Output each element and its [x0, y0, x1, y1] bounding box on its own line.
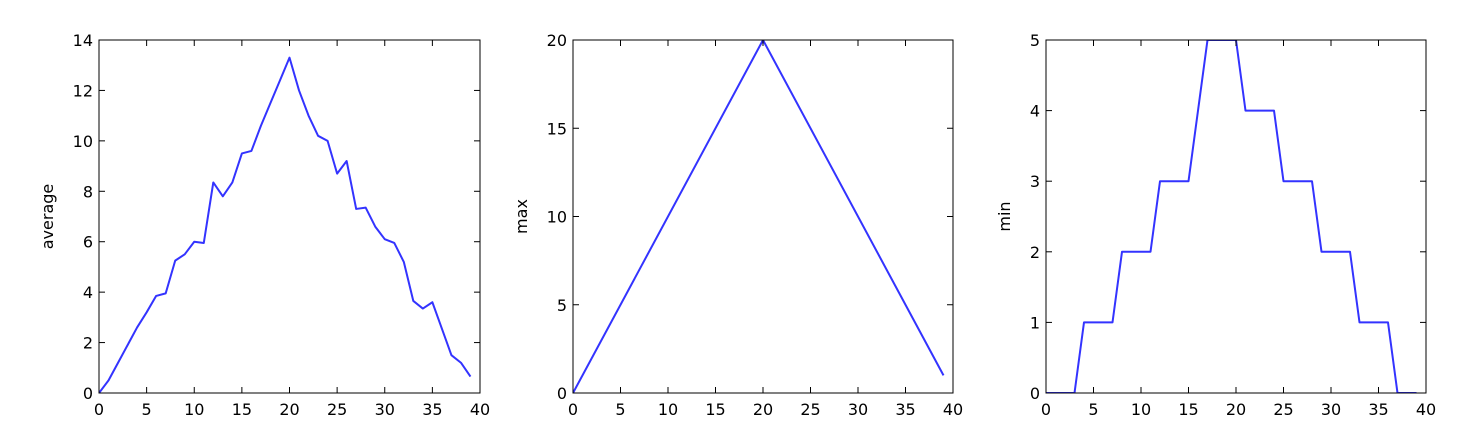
y-tick-label: 1 — [1030, 313, 1040, 332]
x-tick-label: 25 — [800, 400, 820, 419]
average-chart: 0 5 10 15 20 25 30 35 40 0 2 4 6 8 10 12 14 average — [38, 31, 490, 419]
x-tick-label: 25 — [327, 400, 347, 419]
min-chart: 0 5 10 15 20 25 30 35 40 0 1 2 3 4 5 min — [995, 31, 1436, 419]
x-tick-label: 30 — [375, 400, 395, 419]
x-tick-label: 10 — [1131, 400, 1151, 419]
x-tick-label: 0 — [568, 400, 578, 419]
y-tick-label: 20 — [547, 31, 567, 50]
y-tick-label: 10 — [73, 132, 93, 151]
x-tick-label: 15 — [1178, 400, 1198, 419]
y-axis-label: min — [995, 201, 1014, 231]
x-tick-label: 5 — [1088, 400, 1098, 419]
x-tick-label: 20 — [1226, 400, 1246, 419]
y-tick-label: 14 — [73, 31, 93, 50]
x-tick-label: 0 — [94, 400, 104, 419]
y-tick-label: 5 — [557, 296, 567, 315]
series-line-0 — [99, 56, 472, 393]
x-tick-label: 0 — [1041, 400, 1051, 419]
max-chart: 0 5 10 15 20 25 30 35 40 0 5 10 15 20 max — [512, 31, 963, 419]
y-axis-label: max — [512, 199, 531, 234]
plot-frame — [1045, 39, 1427, 394]
y-tick-label: 0 — [557, 384, 567, 403]
x-tick-label: 15 — [705, 400, 725, 419]
y-tick-label: 8 — [83, 182, 93, 201]
x-tick-label: 20 — [279, 400, 299, 419]
x-tick-label: 30 — [848, 400, 868, 419]
x-tick-label: 35 — [1368, 400, 1388, 419]
y-tick-label: 12 — [73, 81, 93, 100]
x-tick-label: 35 — [422, 400, 442, 419]
plot-frame — [98, 39, 481, 394]
plot-frame — [572, 39, 954, 394]
y-tick-label: 10 — [547, 208, 567, 227]
x-tick-label: 40 — [943, 400, 963, 419]
x-tick-label: 35 — [895, 400, 915, 419]
x-tick-label: 5 — [615, 400, 625, 419]
y-tick-label: 2 — [1030, 243, 1040, 262]
series-line-0 — [1046, 40, 1417, 393]
x-tick-label: 5 — [142, 400, 152, 419]
series-line-0 — [573, 40, 945, 393]
y-tick-label: 4 — [1030, 102, 1040, 121]
y-tick-label: 0 — [83, 384, 93, 403]
y-tick-label: 15 — [547, 119, 567, 138]
y-tick-label: 4 — [83, 283, 93, 302]
x-tick-label: 10 — [184, 400, 204, 419]
x-tick-label: 40 — [470, 400, 490, 419]
x-tick-label: 10 — [658, 400, 678, 419]
y-tick-label: 3 — [1030, 172, 1040, 191]
x-tick-label: 20 — [753, 400, 773, 419]
x-tick-label: 40 — [1416, 400, 1436, 419]
y-tick-label: 5 — [1030, 31, 1040, 50]
y-tick-label: 2 — [83, 334, 93, 353]
x-tick-label: 30 — [1321, 400, 1341, 419]
x-tick-label: 25 — [1273, 400, 1293, 419]
y-tick-label: 6 — [83, 233, 93, 252]
x-tick-label: 15 — [232, 400, 252, 419]
y-tick-label: 0 — [1030, 384, 1040, 403]
y-axis-label: average — [38, 184, 57, 250]
